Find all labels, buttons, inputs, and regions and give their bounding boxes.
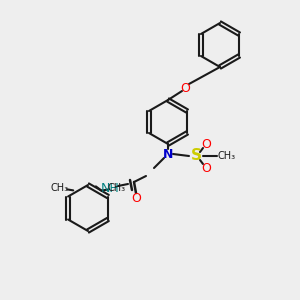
Text: O: O — [180, 82, 190, 94]
Text: N: N — [163, 148, 173, 160]
Text: O: O — [131, 191, 141, 205]
Text: CH₃: CH₃ — [50, 183, 68, 194]
Text: O: O — [201, 137, 211, 151]
Text: CH₃: CH₃ — [218, 151, 236, 161]
Text: NH: NH — [100, 182, 119, 194]
Text: CH₃: CH₃ — [108, 183, 126, 194]
Text: S: S — [190, 148, 202, 164]
Text: O: O — [201, 161, 211, 175]
